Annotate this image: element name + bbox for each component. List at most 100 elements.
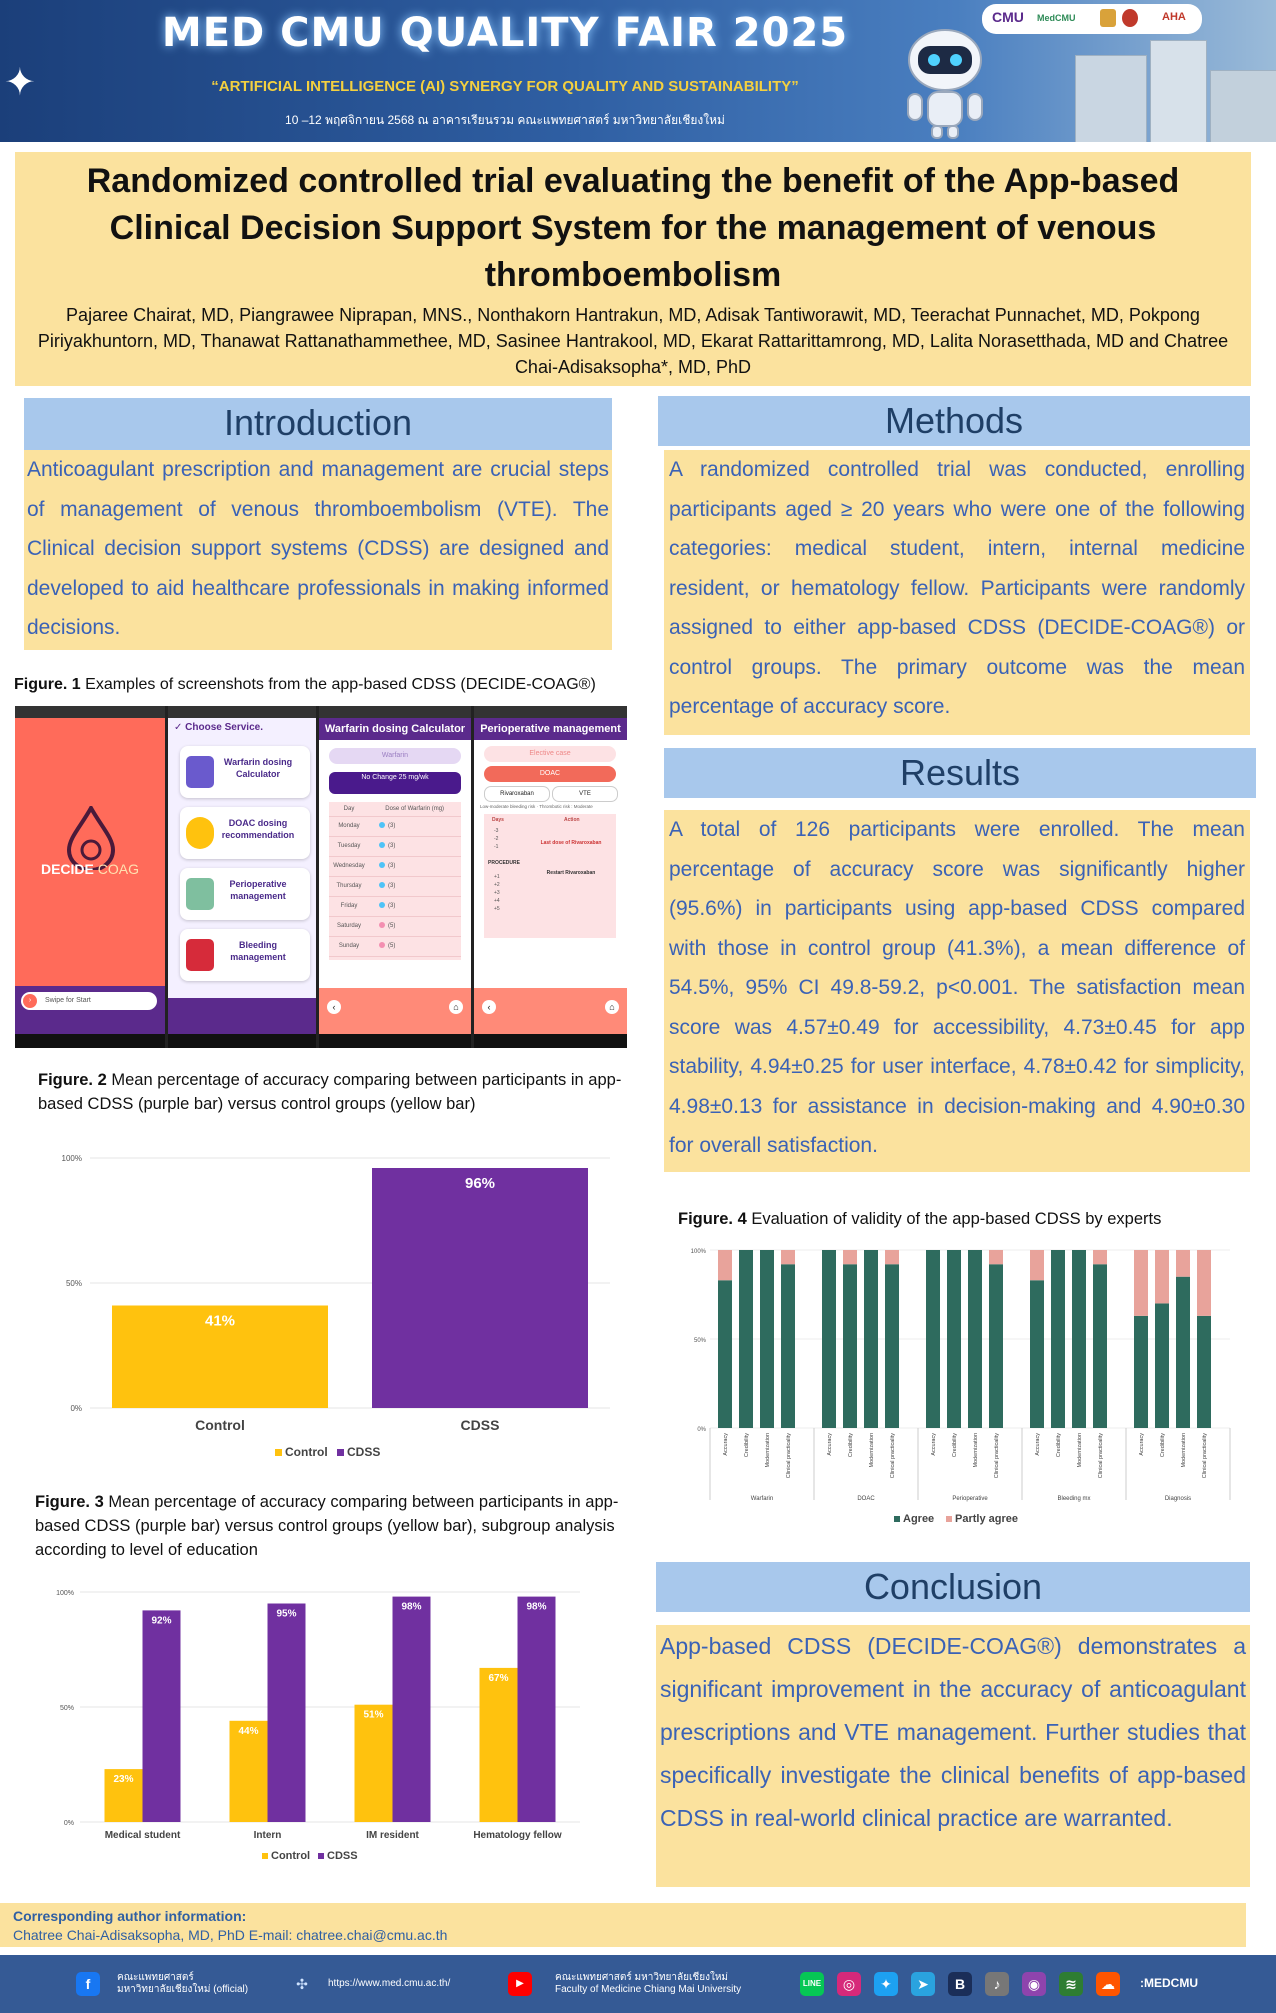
back-icon[interactable]: ‹: [327, 1000, 341, 1014]
dose-label: (3): [388, 843, 396, 849]
pill-dot-icon: [379, 942, 385, 949]
warfarin-day-row: Sunday (5): [329, 937, 461, 957]
warfarin-day-row: Thursday (3): [329, 877, 461, 897]
screen-footer: [319, 988, 471, 1034]
legend-label: CDSS: [327, 1850, 358, 1862]
instagram-icon[interactable]: ◎: [837, 1972, 861, 1996]
stack-segment-partly-agree: [1197, 1250, 1211, 1316]
partner-logos: CMU MedCMU AHA: [982, 4, 1202, 34]
periop-risk-note: Low-moderate bleeding risk · Thrombotic …: [480, 804, 593, 809]
event-date: 10 –12 พฤศจิกายน 2568 ณ อาคารเรียนรวม คณ…: [285, 113, 725, 127]
x-tick-label: Accuracy: [1139, 1433, 1145, 1456]
data-label: 96%: [465, 1175, 495, 1192]
legend-label: Agree: [903, 1513, 934, 1525]
methods-text: A randomized controlled trial was conduc…: [664, 450, 1250, 735]
event-banner: ✦ MED CMU QUALITY FAIR 2025 “ARTIFICIAL …: [0, 0, 1276, 142]
social-handle: :MEDCMU: [1140, 1976, 1198, 1990]
bar-cdss: [517, 1596, 556, 1822]
day-label: Monday: [338, 823, 360, 829]
blockdit-icon[interactable]: B: [948, 1972, 972, 1996]
back-icon[interactable]: ‹: [482, 1000, 496, 1014]
facebook-label-line1: คณะแพทยศาสตร์: [117, 1972, 194, 1983]
data-label: 41%: [205, 1313, 235, 1330]
line-icon[interactable]: LINE: [800, 1972, 824, 1996]
twitter-icon[interactable]: ✦: [874, 1972, 898, 1996]
stack-segment-agree: [947, 1250, 961, 1428]
home-icon[interactable]: ⌂: [449, 1000, 463, 1014]
service-periop-card[interactable]: Perioperative management: [180, 868, 310, 920]
data-label: 92%: [151, 1615, 171, 1626]
pill-dot-icon: [379, 902, 385, 909]
website-link[interactable]: https://www.med.cmu.ac.th/: [328, 1978, 451, 1989]
service-warfarin-card[interactable]: Warfarin dosing Calculator: [180, 746, 310, 798]
pill-dot-icon: [379, 922, 385, 929]
figure-3-caption: Figure. 3 Mean percentage of accuracy co…: [35, 1490, 635, 1562]
warfarin-header: Warfarin dosing Calculator: [319, 718, 471, 740]
x-tick-label: Modernization: [973, 1433, 979, 1468]
bar-control: [354, 1704, 393, 1822]
check-icon: ✓: [174, 722, 186, 733]
building-illustration: [1210, 70, 1276, 142]
y-tick-label: 0%: [697, 1427, 706, 1433]
x-tick-label: Clinical practicality: [1098, 1433, 1104, 1478]
x-tick-label: Accuracy: [931, 1433, 937, 1456]
warfarin-drug-pill[interactable]: Warfarin: [329, 748, 461, 764]
warfarin-day-row: Tuesday (3): [329, 837, 461, 857]
stack-segment-agree: [885, 1264, 899, 1428]
periop-vte-pill[interactable]: VTE: [552, 786, 618, 802]
sparkle-icon: ✦: [4, 62, 36, 104]
results-heading: Results: [664, 748, 1256, 798]
stack-segment-agree: [1072, 1250, 1086, 1428]
telegram-icon[interactable]: ➤: [911, 1972, 935, 1996]
paper-title: Randomized controlled trial evaluating t…: [86, 162, 1180, 294]
surgeon-icon: [186, 878, 214, 910]
x-tick-label: Credibility: [1160, 1433, 1166, 1457]
day-label: Tuesday: [337, 843, 361, 849]
swipe-start-slider[interactable]: › Swipe for Start: [21, 992, 157, 1010]
day-label: Thursday: [336, 883, 362, 889]
periop-rivaroxaban-pill[interactable]: Rivaroxaban: [484, 786, 550, 802]
col-day: Day: [343, 806, 355, 812]
pill-icon: [186, 817, 214, 849]
conclusion-text: App-based CDSS (DECIDE-COAG®) demonstrat…: [656, 1625, 1250, 1887]
stack-segment-agree: [1030, 1280, 1044, 1428]
x-tick-label: Modernization: [1077, 1433, 1083, 1468]
day-label: Wednesday: [333, 863, 365, 869]
stack-segment-partly-agree: [1176, 1250, 1190, 1277]
x-tick-label: Accuracy: [1035, 1433, 1041, 1456]
x-tick-label: Intern: [254, 1830, 282, 1841]
tiktok-icon[interactable]: ♪: [985, 1972, 1009, 1996]
pill-dot-icon: [379, 882, 385, 889]
warfarin-day-row: Friday (3): [329, 897, 461, 917]
facebook-icon[interactable]: f: [76, 1972, 100, 1996]
podcast-icon[interactable]: ◉: [1022, 1972, 1046, 1996]
figure-1-label: Figure. 1: [14, 676, 81, 693]
dose-label: (5): [388, 943, 396, 949]
periop-restart: Restart Rivaroxaban: [546, 870, 596, 876]
choose-service-label: Choose Service.: [185, 722, 263, 733]
periop-doac-pill[interactable]: DOAC: [484, 766, 616, 782]
dose-label: (5): [388, 923, 396, 929]
x-tick-label: Accuracy: [827, 1433, 833, 1456]
introduction-text: Anticoagulant prescription and managemen…: [24, 450, 612, 650]
title-block: Randomized controlled trial evaluating t…: [15, 152, 1251, 386]
stack-segment-agree: [843, 1264, 857, 1428]
service-bleeding-card[interactable]: Bleeding management: [180, 929, 310, 981]
pill-dot-icon: [379, 862, 385, 869]
periop-case-pill[interactable]: Elective case: [484, 746, 616, 762]
soundcloud-icon[interactable]: ☁: [1096, 1972, 1120, 1996]
stack-segment-partly-agree: [1155, 1250, 1169, 1304]
wifi-icon[interactable]: ≋: [1059, 1972, 1083, 1996]
android-nav-bar: [15, 1034, 165, 1048]
stack-segment-partly-agree: [1134, 1250, 1148, 1316]
aha-logo: AHA: [1162, 11, 1186, 23]
service-doac-card[interactable]: DOAC dosing recommendation: [180, 807, 310, 859]
home-icon[interactable]: ⌂: [605, 1000, 619, 1014]
figure-3-caption-text: Mean percentage of accuracy comparing be…: [35, 1493, 619, 1559]
x-tick-label: Credibility: [952, 1433, 958, 1457]
youtube-icon[interactable]: ▶: [508, 1972, 532, 1996]
building-illustration: [1075, 55, 1147, 142]
android-nav-bar: [319, 1034, 471, 1048]
figure-2-label: Figure. 2: [38, 1071, 107, 1089]
conclusion-heading: Conclusion: [656, 1562, 1250, 1612]
